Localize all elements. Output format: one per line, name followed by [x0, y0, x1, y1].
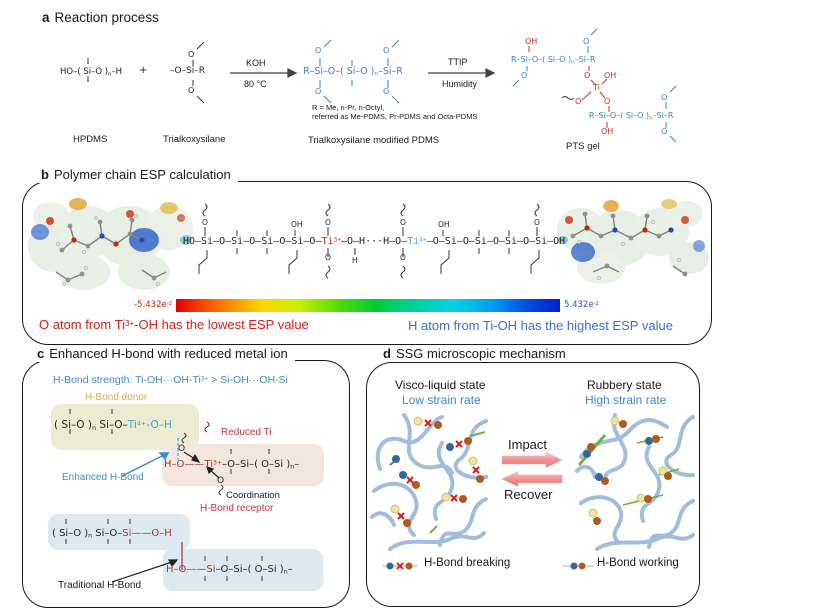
chain-o-top-ti4: O — [400, 218, 406, 227]
product-o-tr: O — [383, 46, 390, 55]
product-o-tl: O — [315, 46, 322, 55]
panel-b-box — [22, 181, 712, 345]
product-formula: R–Si–O–( Si–O )n–Si–R — [303, 66, 403, 78]
svg-text:OH: OH — [604, 71, 616, 80]
hbond-breaking-label: H-Bond breaking — [424, 557, 511, 569]
arrow2-condition: Humidity — [442, 79, 478, 89]
caption-lowest-esp: O atom from Ti3+-OH has the lowest ESP v… — [39, 317, 309, 332]
polymer-chain-formula: HO–Si–O–Si–O–Si–O–Si–O–Ti3+–O–H···H–O–Ti… — [183, 236, 566, 247]
hpdms-formula: HO–( Si–O )n–H — [60, 67, 123, 78]
impact-recover-arrows — [501, 452, 563, 487]
hbond-breaking-icon — [383, 562, 417, 570]
wavy-bond-icon — [561, 96, 575, 100]
silane-label: Trialkoxysilane — [163, 134, 226, 145]
traditional-hbond-label: Traditional H-Bond — [58, 580, 142, 591]
plus-sign: + — [139, 65, 148, 76]
silane-o-top: O — [188, 50, 195, 59]
colorbar-min: -5.432e-2 — [134, 300, 172, 310]
pts-gel-structure: OH O Ti OH O O OH O O O O R–Si–O–( Si–O … — [511, 28, 677, 143]
svg-text:O: O — [661, 93, 667, 102]
hbond-working-label: H-Bond working — [597, 557, 679, 569]
chain-h-bridge: H — [352, 256, 358, 265]
product-o-bl: O — [315, 87, 322, 96]
svg-text:R–Si–O–( Si–O )n–Si–R: R–Si–O–( Si–O )n–Si–R — [511, 55, 596, 66]
receptor-highlight-box — [162, 444, 324, 486]
high-strain-rate-label: High strain rate — [585, 393, 667, 407]
chain-oh-si5: OH — [438, 220, 450, 229]
esp-colorbar — [176, 299, 560, 312]
panel-d-title: d SSG microscopic mechanism — [376, 346, 573, 362]
colorbar-max: 5.432e-2 — [564, 300, 599, 310]
recover-arrow-icon — [501, 471, 563, 487]
chain-bond-decor — [198, 203, 540, 279]
panel-d-box — [366, 362, 700, 607]
svg-text:O: O — [584, 71, 590, 80]
donor-label: H-Bond donor — [85, 392, 148, 403]
receptor-o-top: O — [178, 444, 186, 454]
panel-b-title: b Polymer chain ESP calculation — [34, 167, 238, 183]
esp-molecule-left — [28, 198, 193, 290]
impact-label: Impact — [508, 437, 548, 452]
traditional-formula-1: ( Si–O )n Si–O–Si——O–H — [52, 528, 172, 540]
donor-highlight-box — [51, 404, 199, 450]
hbond-working-icon — [563, 562, 593, 570]
r-note-2: referred as Me-PDMS, Pr-PDMS and Octa-PD… — [312, 112, 478, 121]
visco-liquid-state-label: Visco-liquid state — [395, 378, 486, 392]
silane-o-bottom: O — [188, 86, 195, 95]
arrow1-reagent: KOH — [246, 58, 266, 68]
low-strain-rate-label: Low strain rate — [402, 393, 481, 407]
svg-text:O: O — [575, 97, 581, 106]
coordination-label: Coordination — [226, 490, 280, 501]
panel-a-bond-decor — [87, 39, 496, 104]
panel-c-title: c Enhanced H-bond with reduced metal ion — [30, 346, 295, 362]
svg-text:O: O — [583, 37, 589, 46]
recover-label: Recover — [504, 487, 553, 502]
svg-text:O: O — [521, 71, 527, 80]
r-note-1: R = Me, n-Pr, n-Octyl, — [312, 103, 385, 112]
traditional-box-1 — [48, 514, 190, 550]
chain-o-bottom-ti4: O — [400, 253, 406, 262]
chain-o-top-ti3: O — [325, 218, 331, 227]
receptor-o-bottom: O — [217, 476, 225, 486]
arrow2-reagent: TTIP — [448, 57, 468, 67]
esp-molecule-right — [557, 199, 709, 284]
svg-text:R–Si–O–( Si–O )n–Si–R: R–Si–O–( Si–O )n–Si–R — [589, 111, 674, 122]
hbond-strength-note: H-Bond strength: Ti-OH···OH-Ti3+ > Si-OH… — [53, 374, 288, 386]
impact-arrow-icon — [501, 452, 563, 468]
svg-text:OH: OH — [601, 127, 613, 136]
rubbery-state-label: Rubbery state — [587, 378, 662, 392]
network-visco-liquid — [370, 413, 488, 551]
chain-o-bottom-ti3: O — [325, 253, 331, 262]
receptor-label: H-Bond receptor — [200, 503, 274, 514]
donor-formula: ( Si–O )n Si–O–Ti4+-O–H — [54, 419, 172, 432]
caption-highest-esp: H atom from Ti-OH has the highest ESP va… — [408, 318, 673, 333]
chain-o-top-si1: O — [202, 218, 208, 227]
panel-a-title: a Reaction process — [42, 10, 159, 25]
reduced-ti-label: Reduced Ti — [221, 427, 272, 438]
svg-text:OH: OH — [525, 37, 537, 46]
silane-formula: –O–Si–R — [170, 66, 206, 76]
pts-label: PTS gel — [566, 141, 600, 152]
svg-text:Ti: Ti — [592, 83, 600, 92]
traditional-box-2 — [163, 549, 323, 591]
product-o-br: O — [383, 87, 390, 96]
traditional-formula-2: H–O——Si–O–Si–( O–Si )n– — [166, 564, 293, 576]
panel-c-decor — [65, 409, 270, 583]
product-label: Trialkoxysilane modified PDMS — [308, 135, 440, 146]
svg-text:O: O — [604, 97, 610, 106]
broken-bond-x-icons — [397, 419, 480, 520]
hpdms-label: HPDMS — [73, 134, 108, 145]
enhanced-hbond-label: Enhanced H-Bond — [62, 472, 144, 483]
arrow1-condition: 80 °C — [244, 79, 267, 89]
receptor-formula: H–O——Ti3+–O–Si–( O–Si )n– — [164, 459, 300, 471]
network-rubbery — [575, 413, 695, 551]
svg-text:O: O — [661, 127, 667, 136]
chain-oh-si4: OH — [291, 220, 303, 229]
chain-o-top-si8: O — [534, 218, 540, 227]
